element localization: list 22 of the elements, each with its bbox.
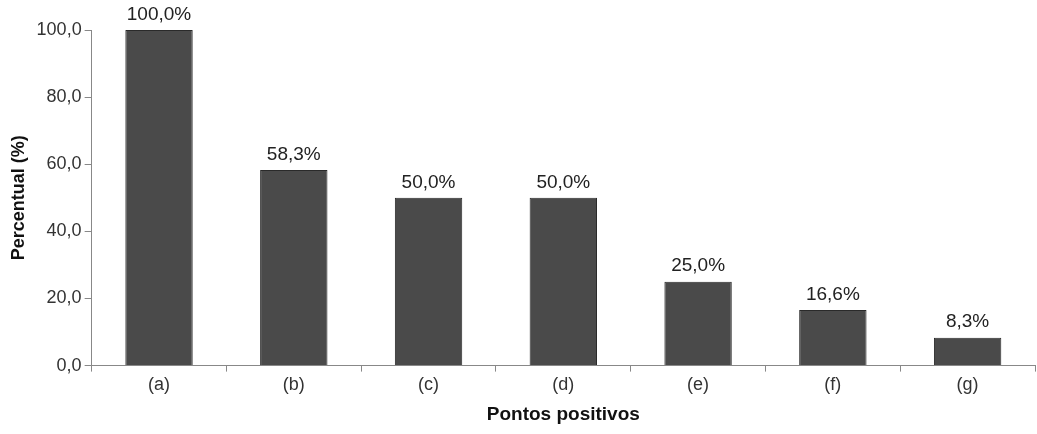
data-label: 50,0% <box>401 170 456 192</box>
data-label: 100,0% <box>126 2 192 24</box>
y-axis-title: Percentual (%) <box>7 135 28 261</box>
data-label: 16,6% <box>805 282 860 304</box>
y-tick-label: 20,0 <box>46 287 82 308</box>
x-axis-title: Pontos positivos <box>486 402 640 424</box>
y-tick-label: 0,0 <box>56 354 82 375</box>
x-tick-label: (g) <box>956 374 979 395</box>
x-tick-label: (e) <box>687 374 710 395</box>
x-tick-label: (a) <box>148 374 171 395</box>
x-tick-label: (f) <box>824 374 842 395</box>
y-tick-label: 100,0 <box>36 18 82 39</box>
x-tick-label: (b) <box>282 374 305 395</box>
data-label: 25,0% <box>671 254 726 276</box>
y-tick-label: 80,0 <box>46 86 82 107</box>
x-tick-label: (c) <box>418 374 440 395</box>
y-tick-label: 60,0 <box>46 153 82 174</box>
y-tick-label: 40,0 <box>46 220 82 241</box>
data-label: 50,0% <box>536 170 591 192</box>
data-label: 58,3% <box>266 142 321 164</box>
x-tick-label: (d) <box>552 374 575 395</box>
data-label: 8,3% <box>945 310 990 332</box>
